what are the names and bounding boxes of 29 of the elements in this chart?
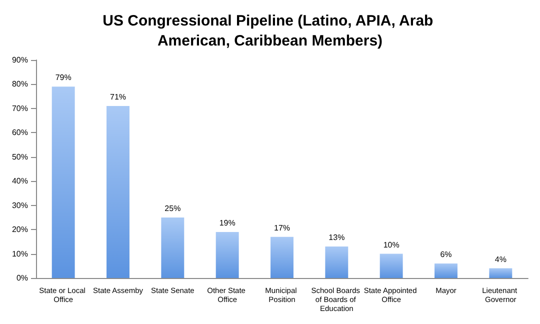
y-tick-label: 60% [12, 128, 28, 138]
data-label: 19% [219, 218, 236, 228]
y-tick-label: 20% [12, 225, 28, 234]
bar [434, 263, 458, 278]
y-tick-label: 50% [12, 152, 28, 162]
data-label: 10% [383, 240, 400, 250]
y-tick-label: 70% [12, 104, 28, 113]
y-tick-label: 80% [12, 80, 28, 89]
data-label: 17% [274, 223, 290, 232]
bar [380, 254, 403, 278]
chart-title: US Congressional Pipeline (Latino, APIA, Arab American, Caribbean Members) [102, 12, 438, 50]
data-label: 25% [164, 204, 181, 213]
bar [52, 86, 75, 278]
y-tick-label: 0% [16, 274, 28, 282]
bar [489, 268, 512, 278]
data-label: 13% [328, 233, 345, 242]
data-label: 71% [110, 92, 126, 102]
bar [161, 217, 184, 278]
bar [216, 232, 239, 278]
y-tick-label: 10% [12, 249, 28, 258]
data-label: 79% [55, 73, 72, 82]
bar [106, 106, 130, 278]
y-tick-label: 90% [12, 56, 28, 64]
bar [325, 246, 348, 278]
data-label: 6% [440, 250, 452, 259]
y-tick-label: 40% [12, 176, 28, 186]
bar [270, 236, 294, 278]
data-label: 4% [494, 254, 506, 264]
y-tick-label: 30% [12, 200, 28, 210]
